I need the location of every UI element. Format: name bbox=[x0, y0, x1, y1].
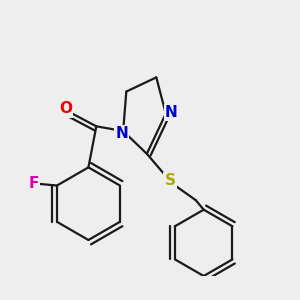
Text: O: O bbox=[59, 101, 72, 116]
Text: F: F bbox=[29, 176, 39, 191]
Text: N: N bbox=[165, 105, 178, 120]
Text: S: S bbox=[165, 173, 176, 188]
Text: N: N bbox=[115, 126, 128, 141]
